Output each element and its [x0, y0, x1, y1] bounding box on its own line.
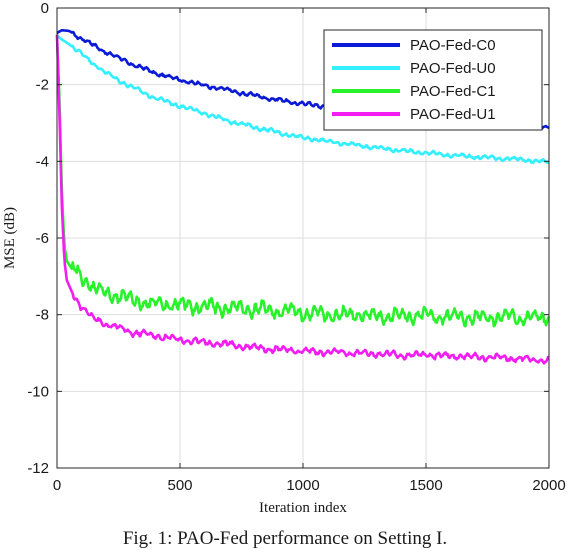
x-tick-label: 500 [167, 477, 192, 494]
x-tick-label: 0 [53, 477, 61, 494]
figure-caption: Fig. 1: PAO-Fed performance on Setting I… [122, 528, 448, 549]
y-tick-label: 0 [41, 0, 49, 17]
legend-entry-label: PAO-Fed-C1 [410, 83, 496, 100]
legend-entry-label: PAO-Fed-U1 [410, 106, 496, 123]
y-tick-label: -10 [27, 383, 49, 400]
mse-line-chart: 0 500 1000 1500 2000 0 -2 -4 -6 -8 -10 -12 Iteratio… [2, 0, 566, 516]
y-tick-label: -4 [36, 153, 49, 170]
series-line-pao-fed-u0 [55, 34, 550, 164]
x-tick-label: 2000 [532, 477, 565, 494]
y-tick-label: -2 [36, 77, 49, 94]
legend-entry-label: PAO-Fed-C0 [410, 37, 496, 54]
series-line-pao-fed-c1 [55, 34, 551, 328]
axis-ticks: 0 500 1000 1500 2000 0 -2 -4 -6 -8 -10 -12 [27, 0, 565, 494]
y-axis-label: MSE (dB) [2, 207, 18, 269]
legend-entry-label: PAO-Fed-U0 [410, 60, 496, 77]
y-tick-label: -12 [27, 460, 49, 477]
x-axis-label: Iteration index [259, 500, 347, 516]
y-tick-label: -6 [36, 230, 49, 247]
x-tick-label: 1000 [286, 477, 319, 494]
x-tick-label: 1500 [409, 477, 442, 494]
legend: PAO-Fed-C0 PAO-Fed-U0 PAO-Fed-C1 PAO-Fed-U1 [323, 29, 543, 131]
series-line-pao-fed-u1 [55, 34, 550, 365]
y-tick-label: -8 [36, 307, 49, 324]
